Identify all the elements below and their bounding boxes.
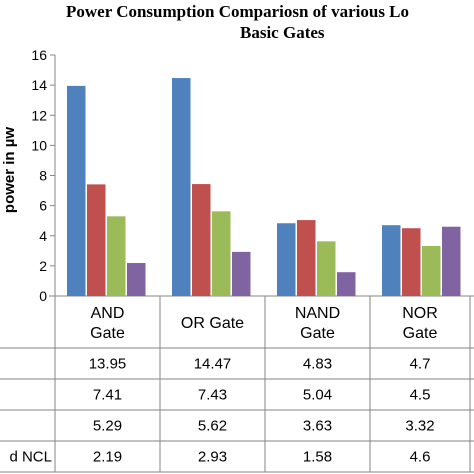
bar-series1-cat4 [382, 225, 401, 296]
y-tick-label: 0 [39, 288, 47, 304]
bar-series4-cat1 [127, 263, 146, 296]
table-cell-value: 2.93 [198, 449, 227, 466]
y-tick-label: 16 [31, 47, 47, 63]
table-cell-value: 2.19 [93, 449, 122, 466]
y-tick-label: 6 [39, 198, 47, 214]
bar-series3-cat3 [317, 241, 336, 296]
table-cell-value: 3.32 [405, 418, 434, 435]
bar-series2-cat2 [192, 184, 211, 296]
table-cell-value: 7.43 [198, 387, 227, 404]
bar-series2-cat1 [87, 184, 106, 296]
category-label: OR Gate [181, 315, 244, 332]
table-cell-value: 5.04 [303, 387, 332, 404]
y-axis-label: power in µw [1, 127, 18, 213]
bar-series4-cat2 [232, 251, 251, 296]
table-cell-value: 7.41 [93, 387, 122, 404]
chart-title: Power Consumption Compariosn of various … [66, 2, 409, 21]
y-tick-label: 8 [39, 168, 47, 184]
category-label: Gate [403, 325, 438, 342]
bar-series3-cat2 [212, 211, 231, 296]
y-tick-label: 2 [39, 258, 47, 274]
table-cell-value: 3.63 [303, 418, 332, 435]
y-tick-label: 10 [31, 137, 47, 153]
table-cell-value: 5.62 [198, 418, 227, 435]
table-cell-value: 4.5 [410, 387, 431, 404]
table-cell-value: 4.6 [410, 449, 431, 466]
category-label: AND [91, 305, 125, 322]
category-label: NAND [295, 305, 340, 322]
category-label: Gate [300, 325, 335, 342]
category-label: NOR [402, 305, 438, 322]
bar-series2-cat3 [297, 220, 316, 296]
series-row-label: d NCL [9, 449, 52, 466]
bar-series1-cat1 [67, 85, 86, 296]
category-label: Gate [90, 325, 125, 342]
bar-series1-cat3 [277, 223, 296, 296]
y-tick-label: 4 [39, 228, 47, 244]
table-cell-value: 1.58 [303, 449, 332, 466]
bars [67, 78, 461, 296]
chart-title-line2: Basic Gates [240, 23, 325, 42]
bar-series2-cat4 [402, 228, 421, 296]
bar-series1-cat2 [172, 78, 191, 296]
bar-series3-cat4 [422, 245, 441, 296]
y-axis-ticks: 0 2 4 6 8 10 12 14 16 [31, 47, 55, 304]
data-table: AND Gate OR Gate NAND Gate NOR Gate 13.95 14.47 4… [0, 296, 474, 473]
bar-series4-cat3 [337, 272, 356, 296]
table-cell-value: 4.7 [410, 356, 431, 373]
table-cell-value: 14.47 [194, 356, 232, 373]
table-cell-value: 4.83 [303, 356, 332, 373]
y-tick-label: 14 [31, 77, 47, 93]
table-cell-value: 5.29 [93, 418, 122, 435]
y-tick-label: 12 [31, 107, 47, 123]
table-cell-value: 13.95 [89, 356, 127, 373]
bar-series4-cat4 [442, 226, 461, 296]
bar-series3-cat1 [107, 216, 126, 296]
